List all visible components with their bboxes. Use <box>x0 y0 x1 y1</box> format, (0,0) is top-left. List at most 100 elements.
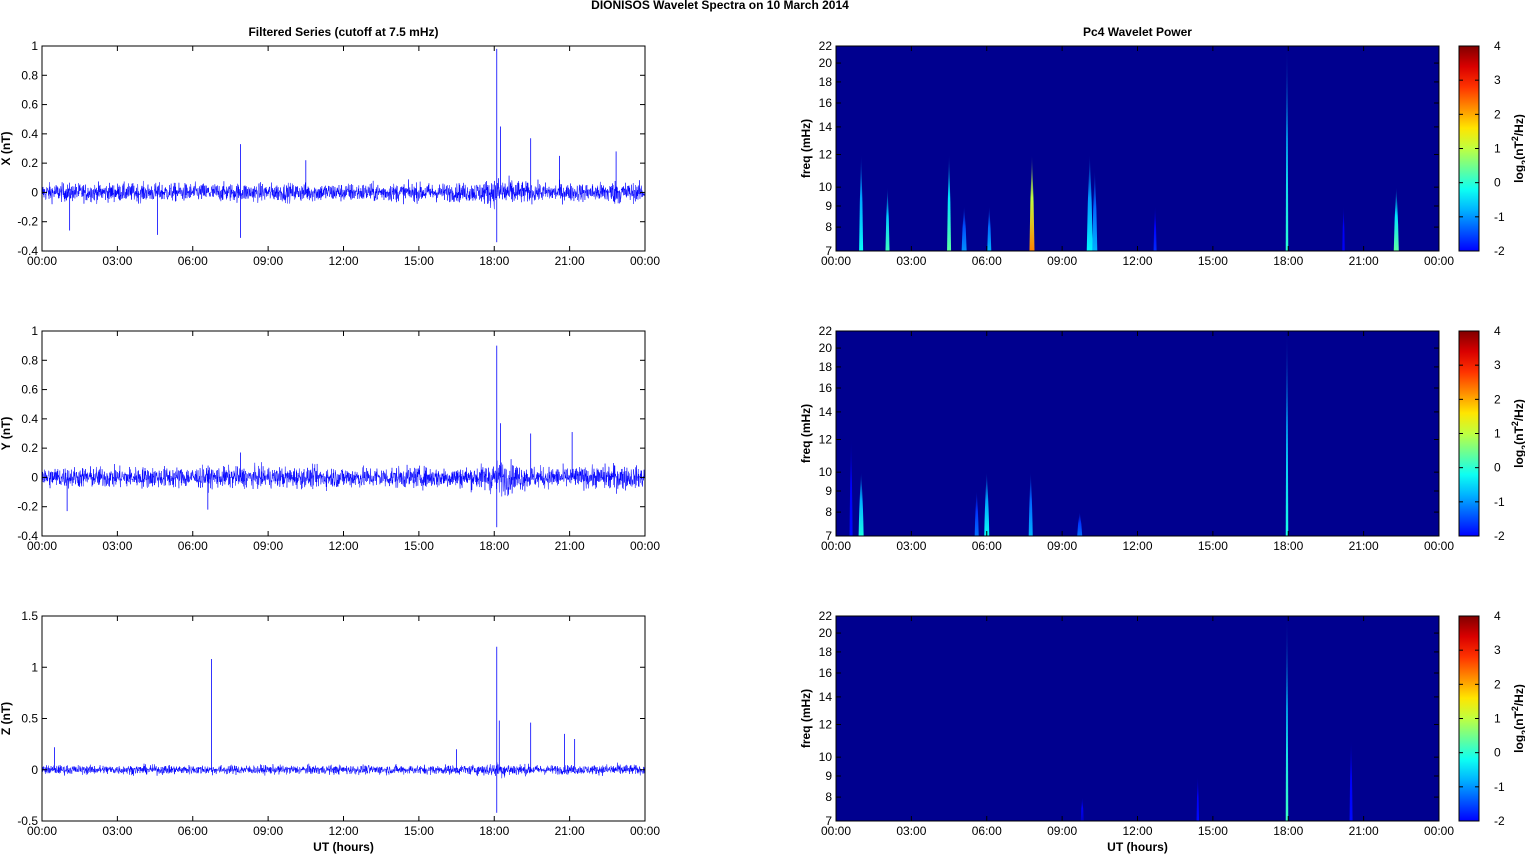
colorbar-tick-label: 1 <box>1494 142 1501 156</box>
colorbar-label-part: log <box>1512 450 1525 468</box>
y-tick-label: 18 <box>819 360 833 374</box>
y-tick-label: -0.4 <box>17 529 38 543</box>
x-tick-label: 21:00 <box>555 824 585 838</box>
x-tick-label: 06:00 <box>972 539 1002 553</box>
wavelet-feature <box>849 439 853 536</box>
x-tick-label: 12:00 <box>328 539 358 553</box>
wavelet-feature <box>1028 472 1033 536</box>
x-tick-label: 15:00 <box>1198 254 1228 268</box>
wavelet-feature <box>859 154 864 251</box>
heatmap-area <box>836 46 1439 251</box>
colorbar-tick-label: 0 <box>1494 176 1501 190</box>
figure-title: DIONISOS Wavelet Spectra on 10 March 201… <box>591 0 849 12</box>
panel-title: Pc4 Wavelet Power <box>1083 25 1192 39</box>
y-tick-label: 20 <box>819 341 833 355</box>
x-tick-label: 12:00 <box>1122 254 1152 268</box>
y-tick-label: 22 <box>819 324 833 338</box>
wavelet-panel-z: -2-101234log2(nT2/Hz)00:0003:0006:0009:0… <box>799 609 1525 854</box>
y-tick-label: 1.5 <box>21 609 38 623</box>
colorbar-tick-label: -2 <box>1494 244 1505 258</box>
wavelet-feature <box>1086 154 1093 251</box>
y-tick-label: 7 <box>825 244 832 258</box>
x-tick-label: 15:00 <box>1198 539 1228 553</box>
y-tick-label: 9 <box>825 769 832 783</box>
y-tick-label: 0.5 <box>21 712 38 726</box>
y-tick-label: 0.4 <box>21 412 38 426</box>
y-tick-label: 14 <box>819 690 833 704</box>
y-tick-label: 9 <box>825 484 832 498</box>
x-tick-label: 06:00 <box>972 824 1002 838</box>
x-tick-label: 03:00 <box>896 824 926 838</box>
y-tick-label: -0.5 <box>17 814 38 828</box>
y-tick-label: 1 <box>31 660 38 674</box>
colorbar-y: -2-101234log2(nT2/Hz) <box>1458 324 1525 543</box>
x-tick-label: 18:00 <box>479 539 509 553</box>
colorbar-label-part: (nT <box>1512 711 1525 730</box>
x-tick-label: 00:00 <box>821 254 851 268</box>
y-tick-label: 16 <box>819 381 833 395</box>
wavelet-feature <box>1153 206 1157 251</box>
series-panel-z: 00:00 03:00 06:00 09:00 12:00 15:00 18:00 21:00… <box>0 609 660 854</box>
colorbar-tick-label: 4 <box>1494 324 1501 338</box>
y-tick-label: 0 <box>31 763 38 777</box>
colorbar-label-part: /Hz) <box>1512 399 1525 421</box>
x-tick-label: 00:00 <box>27 254 57 268</box>
x-tick-label: 09:00 <box>1047 824 1077 838</box>
colorbar-tick-label: 4 <box>1494 39 1501 53</box>
panel-title: Filtered Series (cutoff at 7.5 mHz) <box>248 25 438 39</box>
y-tick-label: 0.2 <box>21 441 38 455</box>
y-tick-label: 0.4 <box>21 127 38 141</box>
x-tick-label: 06:00 <box>178 254 208 268</box>
y-tick-label: 1 <box>31 324 38 338</box>
colorbar-label: log2(nT2/Hz) <box>1510 684 1525 753</box>
series-trace <box>42 459 645 497</box>
x-tick-label: 09:00 <box>253 254 283 268</box>
y-tick-label: 18 <box>819 75 833 89</box>
x-tick-label: 00:00 <box>630 539 660 553</box>
colorbar-tick-label: 2 <box>1494 392 1501 406</box>
series-trace <box>42 175 645 210</box>
wavelet-feature <box>858 472 864 536</box>
y-tick-label: -0.4 <box>17 244 38 258</box>
colorbar-tick-label: 1 <box>1494 712 1501 726</box>
y-axis-label: freq (mHz) <box>799 404 813 463</box>
y-tick-label: 8 <box>825 790 832 804</box>
y-tick-label: 0.2 <box>21 156 38 170</box>
colorbar-tick-label: -1 <box>1494 780 1505 794</box>
colorbar-label-part: log <box>1512 165 1525 183</box>
colorbar-tick-label: -1 <box>1494 495 1505 509</box>
wavelet-panel-x: -2-101234log2(nT2/Hz)00:0003:0006:0009:0… <box>799 25 1525 268</box>
colorbar-tick-label: -2 <box>1494 814 1505 828</box>
wavelet-feature <box>974 491 979 536</box>
x-tick-label: 21:00 <box>555 539 585 553</box>
colorbar-label-part: (nT <box>1512 426 1525 445</box>
x-tick-label: 18:00 <box>479 254 509 268</box>
y-tick-label: 7 <box>825 529 832 543</box>
wavelet-feature <box>947 154 952 251</box>
wavelet-feature <box>1092 170 1098 251</box>
x-tick-label: 00:00 <box>27 539 57 553</box>
x-tick-label: 06:00 <box>972 254 1002 268</box>
x-tick-label: 06:00 <box>178 824 208 838</box>
colorbar-tick-label: -2 <box>1494 529 1505 543</box>
y-tick-label: 0.6 <box>21 383 38 397</box>
y-tick-label: 14 <box>819 405 833 419</box>
x-tick-label: 21:00 <box>555 254 585 268</box>
x-tick-label: 21:00 <box>1349 254 1379 268</box>
wavelet-feature <box>987 206 992 251</box>
x-tick-label: 00:00 <box>821 824 851 838</box>
x-tick-label: 00:00 <box>821 539 851 553</box>
wavelet-feature <box>1285 616 1289 821</box>
y-axis-label: Y (nT) <box>0 417 13 451</box>
x-tick-label: 03:00 <box>102 824 132 838</box>
y-axis-label: freq (mHz) <box>799 689 813 748</box>
wavelet-feature <box>1349 740 1353 821</box>
y-tick-label: 22 <box>819 609 833 623</box>
y-tick-label: 0 <box>31 470 38 484</box>
colorbar-tick-label: 2 <box>1494 107 1501 121</box>
y-tick-label: 16 <box>819 96 833 110</box>
x-tick-label: 12:00 <box>1122 539 1152 553</box>
x-tick-label: 12:00 <box>328 824 358 838</box>
x-tick-label: 00:00 <box>630 254 660 268</box>
